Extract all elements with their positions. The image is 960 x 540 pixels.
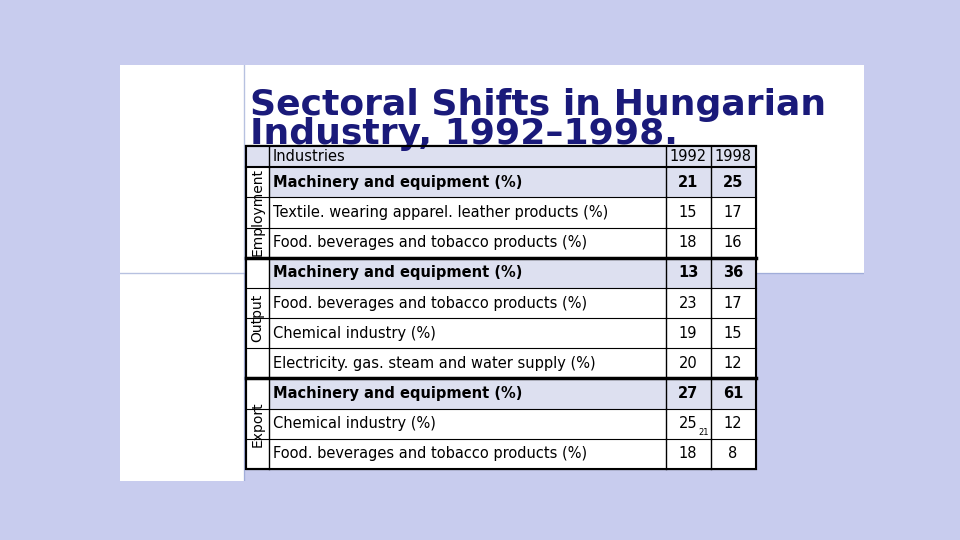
Text: 12: 12 [724,356,742,371]
Text: Textile. wearing apparel. leather products (%): Textile. wearing apparel. leather produc… [273,205,608,220]
Text: Employment: Employment [251,168,264,256]
Bar [246,146,756,469]
Text: Industries: Industries [273,149,346,164]
Text: 20: 20 [679,356,698,371]
Text: 15: 15 [679,205,697,220]
Text: 17: 17 [724,295,742,310]
Bar [269,167,756,198]
Text: 18: 18 [679,235,697,250]
Text: Machinery and equipment (%): Machinery and equipment (%) [273,175,522,190]
Bar [269,409,756,439]
Bar [120,65,864,273]
Text: 18: 18 [679,447,697,462]
Text: Sectoral Shifts in Hungarian: Sectoral Shifts in Hungarian [251,88,827,122]
Text: 1998: 1998 [714,149,752,164]
Bar [269,288,756,318]
Text: 25: 25 [679,416,697,431]
Bar [269,198,756,227]
Text: 1992: 1992 [669,149,707,164]
Bar [269,348,756,379]
Text: Output: Output [251,294,264,342]
Bar [120,65,244,481]
Text: Food. beverages and tobacco products (%): Food. beverages and tobacco products (%) [273,295,587,310]
Text: Industry, 1992–1998.: Industry, 1992–1998. [251,117,678,151]
Text: Food. beverages and tobacco products (%): Food. beverages and tobacco products (%) [273,235,587,250]
Text: 21: 21 [678,175,698,190]
Text: 25: 25 [723,175,743,190]
Text: Chemical industry (%): Chemical industry (%) [273,326,436,341]
Bar [246,146,756,167]
Bar [269,318,756,348]
Text: 19: 19 [679,326,697,341]
Text: 13: 13 [678,265,698,280]
Bar [269,439,756,469]
Text: Machinery and equipment (%): Machinery and equipment (%) [273,265,522,280]
Text: 17: 17 [724,205,742,220]
Text: 23: 23 [679,295,697,310]
Text: 15: 15 [724,326,742,341]
Bar [269,379,756,409]
Text: Machinery and equipment (%): Machinery and equipment (%) [273,386,522,401]
Text: 21: 21 [699,428,709,436]
Text: 16: 16 [724,235,742,250]
Text: 36: 36 [723,265,743,280]
Text: Export: Export [251,401,264,447]
Text: 12: 12 [724,416,742,431]
Text: Electricity. gas. steam and water supply (%): Electricity. gas. steam and water supply… [273,356,595,371]
Text: 8: 8 [729,447,737,462]
Text: Food. beverages and tobacco products (%): Food. beverages and tobacco products (%) [273,447,587,462]
Bar [269,258,756,288]
Bar [269,227,756,258]
Text: 61: 61 [723,386,743,401]
Text: Chemical industry (%): Chemical industry (%) [273,416,436,431]
Text: 27: 27 [678,386,698,401]
Bar [246,146,756,469]
